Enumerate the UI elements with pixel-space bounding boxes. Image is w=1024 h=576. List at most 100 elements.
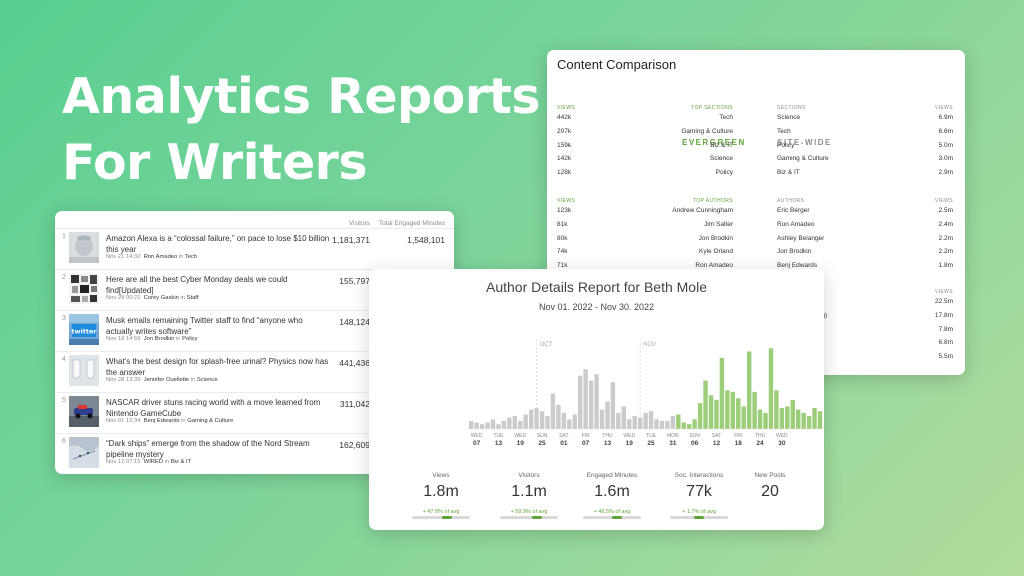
- post-meta: Nov 21 14:32 Ron Amadeo in Tech: [106, 254, 197, 260]
- chart-bar: [643, 412, 648, 429]
- post-thumbnail[interactable]: [69, 355, 99, 386]
- chart-tick-date: 30: [778, 440, 786, 447]
- section-evergreen-name[interactable]: Tech: [719, 114, 733, 121]
- chart-bar: [550, 393, 556, 429]
- engaged-minutes-column-header[interactable]: Total Engaged Minutes: [378, 220, 445, 227]
- post-section-link[interactable]: Policy: [182, 336, 198, 342]
- author-sitewide-name[interactable]: Eric Berger: [777, 207, 810, 214]
- visitors-column-header[interactable]: Visitors: [348, 220, 370, 227]
- post-thumbnail[interactable]: [69, 437, 99, 468]
- section-sitewide-views: 3.0m: [938, 155, 953, 163]
- author-sitewide-views: 2.4m: [938, 220, 953, 228]
- post-section-link[interactable]: Science: [196, 377, 218, 383]
- chart-tick-date: 06: [691, 440, 699, 447]
- post-thumbnail[interactable]: [69, 396, 99, 427]
- chart-tick-date: 19: [626, 440, 634, 447]
- chart-bar: [654, 419, 659, 429]
- author-evergreen-header: TOP AUTHORS: [692, 198, 733, 204]
- section-sitewide-views: 6.6m: [938, 127, 953, 135]
- post-author-link[interactable]: Jennifer Ouellette: [143, 377, 190, 383]
- chart-bar: [708, 395, 714, 429]
- chart-tick-day: WED: [623, 433, 635, 439]
- author-evergreen-views: 80k: [557, 234, 568, 242]
- chart-bar: [627, 419, 632, 429]
- post-title-link[interactable]: What’s the best design for splash-free u…: [106, 357, 329, 377]
- post-author-link[interactable]: WIRED: [143, 459, 164, 465]
- chart-tick-day: WED: [514, 433, 526, 439]
- chart-bar: [545, 416, 550, 429]
- post-title-link[interactable]: Musk emails remaining Twitter staff to f…: [106, 316, 303, 336]
- post-section-link[interactable]: Gaming & Culture: [187, 418, 234, 424]
- post-in-text: in: [180, 295, 185, 301]
- author-sitewide-views: 1.8m: [938, 262, 953, 270]
- section-evergreen-views-label: VIEWS: [557, 105, 576, 111]
- author-sitewide-name[interactable]: Ashley Belanger: [777, 234, 825, 242]
- post-title-link[interactable]: Here are all the best Cyber Monday deals…: [106, 275, 288, 295]
- section-sitewide-name[interactable]: Tech: [777, 127, 791, 135]
- chart-bar: [501, 420, 507, 429]
- post-rank: 3: [62, 315, 66, 322]
- post-thumbnail[interactable]: [69, 273, 99, 304]
- post-thumbnail[interactable]: [69, 232, 99, 263]
- post-visitors: 162,609: [339, 440, 370, 450]
- chart-tick-day: SAT: [712, 433, 721, 439]
- hero-headline: Analytics Reports For Writers: [62, 64, 541, 196]
- section-sitewide-name[interactable]: Gaming & Culture: [777, 155, 829, 163]
- stat-label: Soc. Interactions: [674, 472, 724, 479]
- chart-tick-day: FRI: [582, 433, 590, 439]
- post-section-link[interactable]: Tech: [184, 254, 198, 260]
- post-section-link[interactable]: Biz & IT: [170, 459, 192, 465]
- stat-delta: + 59.9% of avg: [510, 509, 548, 515]
- post-author-link[interactable]: Ron Amadeo: [143, 254, 178, 260]
- chart-bar: [479, 424, 485, 429]
- post-row[interactable]: 5 NASCAR driver stuns racing world with a…: [55, 392, 454, 434]
- post-engaged-minutes: 1,548,101: [407, 235, 445, 245]
- author-report-date-range[interactable]: Nov 01. 2022 - Nov 30. 2022: [538, 302, 655, 312]
- stat-tile: Views 1.8m + 47.9% of avg: [401, 472, 481, 519]
- post-thumbnail[interactable]: twitter: [69, 314, 99, 345]
- author-evergreen-name[interactable]: Jim Salter: [704, 220, 733, 228]
- chart-tick-date: 25: [538, 440, 546, 447]
- post-meta: Nov 18 14:59 Jon Brodkin in Policy: [106, 336, 198, 342]
- chart-tick-day: TUE: [493, 433, 504, 439]
- author-details-card: Author Details Report for Beth Mole Nov …: [369, 269, 824, 530]
- author-sitewide-name[interactable]: Ron Amadeo: [777, 220, 815, 228]
- chart-bar: [697, 403, 703, 429]
- author-sitewide-name[interactable]: Jon Brodkin: [777, 248, 812, 256]
- author-evergreen-views: 81k: [557, 220, 568, 228]
- section-evergreen-name[interactable]: Policy: [715, 169, 733, 177]
- author-sitewide-name[interactable]: Benj Edwards: [777, 262, 818, 270]
- chart-tick-day: SUN: [537, 433, 548, 439]
- section-sitewide-name[interactable]: Science: [777, 114, 801, 121]
- author-evergreen-name[interactable]: Jon Brodkin: [698, 234, 733, 242]
- headline-line-1: Analytics Reports: [62, 68, 541, 125]
- stat-value: 1.1m: [511, 483, 547, 500]
- post-title-link[interactable]: NASCAR driver stuns racing world with a …: [106, 398, 321, 418]
- author-evergreen-name[interactable]: Kyle Orland: [699, 248, 733, 256]
- post-visitors: 1,181,371: [332, 235, 370, 245]
- chart-bar: [648, 411, 654, 429]
- post-rank: 2: [62, 274, 66, 281]
- post-row[interactable]: 6 “Dark ships” emerge from the shadow of …: [55, 433, 454, 474]
- post-title-link[interactable]: Amazon Alexa is a “colossal failure,” on…: [106, 234, 330, 254]
- section-evergreen-name[interactable]: Biz & IT: [710, 141, 733, 149]
- section-evergreen-name[interactable]: Gaming & Culture: [681, 127, 733, 135]
- stat-tile: Engaged Minutes 1.6m + 46.5% of avg: [572, 472, 652, 519]
- stat-value: 77k: [686, 483, 712, 500]
- post-title-link[interactable]: “Dark ships” emerge from the shadow of t…: [106, 439, 310, 459]
- author-sitewide-views-label: VIEWS: [934, 198, 953, 204]
- section-sitewide-name[interactable]: Biz & IT: [777, 169, 800, 177]
- post-section-link[interactable]: Staff: [186, 295, 199, 301]
- stat-value: 20: [761, 483, 779, 500]
- chart-tick-date: 19: [517, 440, 525, 447]
- post-meta: Nov 12 07:15 WIRED in Biz & IT: [106, 459, 191, 465]
- author-evergreen-name[interactable]: Andrew Cunningham: [672, 207, 733, 214]
- section-evergreen-name[interactable]: Science: [709, 155, 733, 163]
- author-evergreen-name[interactable]: Ron Amadeo: [695, 262, 733, 270]
- post-author-link[interactable]: Jon Brodkin: [143, 336, 175, 342]
- section-sitewide-name[interactable]: Policy: [777, 141, 795, 149]
- post-author-link[interactable]: Benj Edwards: [143, 418, 180, 424]
- chart-bar: [599, 409, 605, 429]
- post-author-link[interactable]: Corey Gaskin: [143, 295, 179, 301]
- post-row[interactable]: 1 Amazon Alexa is a “colossal failure,” o…: [55, 228, 454, 270]
